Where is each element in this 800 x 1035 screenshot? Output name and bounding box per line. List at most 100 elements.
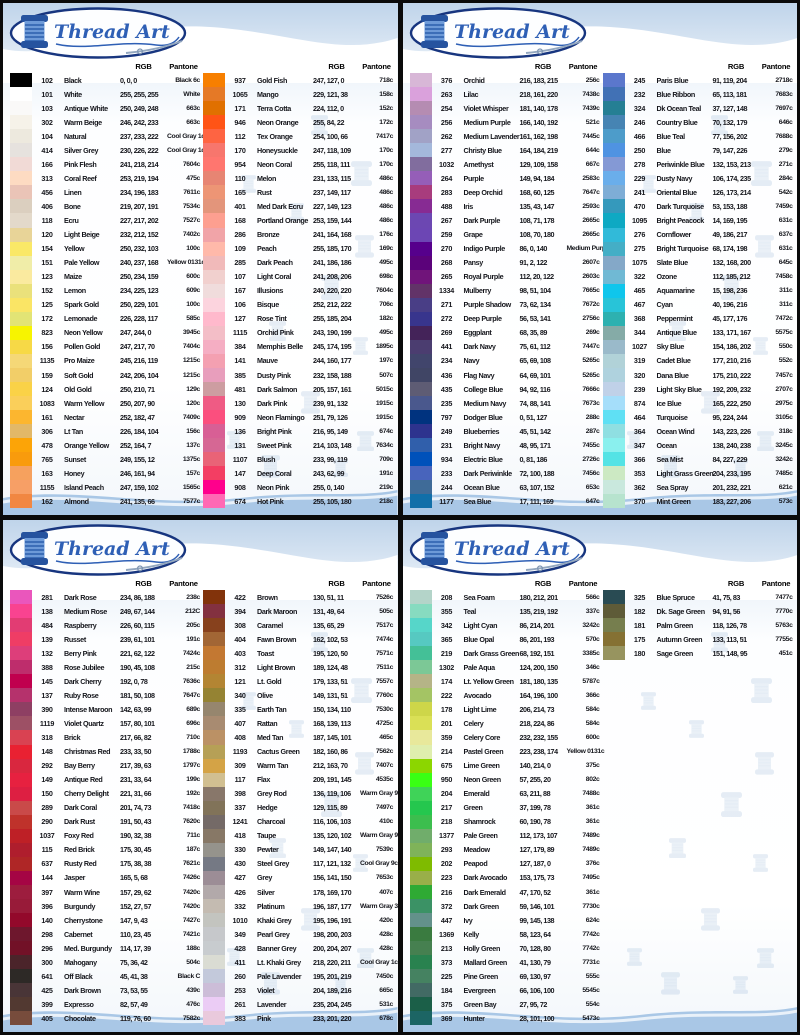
thread-color-name: Light Coral bbox=[257, 272, 292, 282]
thread-number: 1155 bbox=[39, 482, 55, 492]
thread-pantone-value: Black 6c bbox=[175, 76, 200, 84]
thread-pantone-value: 428c bbox=[379, 930, 393, 938]
color-swatch bbox=[10, 466, 32, 481]
thread-color-name: Mango bbox=[257, 89, 279, 99]
thread-color-name: Green bbox=[463, 803, 483, 813]
thread-pantone-value: 7417c bbox=[375, 132, 394, 140]
color-swatch bbox=[602, 466, 625, 481]
thread-number: 390 bbox=[41, 704, 53, 714]
color-swatch bbox=[409, 744, 432, 759]
thread-rgb-value: 212, 163, 70 bbox=[313, 761, 348, 771]
thread-rgb-value: 161, 162, 198 bbox=[519, 131, 559, 141]
thread-color-name: Lt. Gold bbox=[257, 676, 282, 686]
thread-number: 308 bbox=[234, 620, 246, 630]
thread-color-name: Neon Orange bbox=[257, 117, 299, 127]
thread-number: 239 bbox=[633, 384, 646, 394]
color-swatch bbox=[409, 997, 432, 1012]
thread-color-name: Off Black bbox=[64, 971, 93, 981]
color-swatch bbox=[203, 452, 225, 467]
thread-rgb-value: 226, 184, 104 bbox=[120, 426, 159, 436]
thread-color-name: Dodger Blue bbox=[463, 412, 503, 422]
thread-pantone-value: 3945c bbox=[182, 329, 201, 337]
color-swatch bbox=[203, 646, 225, 661]
thread-rgb-value: 95, 224, 244 bbox=[712, 412, 748, 422]
thread-color-row: 131 Sweet Pink 214, 103, 148 7634c bbox=[203, 438, 396, 453]
thread-pantone-value: 7760c bbox=[375, 691, 394, 699]
thread-color-name: Yellow bbox=[64, 244, 85, 254]
thread-rgb-value: 254, 100, 66 bbox=[313, 131, 348, 141]
thread-pantone-value: 188c bbox=[186, 944, 200, 952]
thread-color-row: 104 Natural 237, 233, 222 Cool Gray 1c bbox=[10, 129, 205, 144]
thread-color-row: 102 Black 0, 0, 0 Black 6c bbox=[10, 73, 203, 88]
thread-number: 385 bbox=[234, 370, 246, 380]
color-swatch bbox=[602, 87, 625, 102]
thread-color-row: 359 Celery Core 232, 232, 155 600c bbox=[409, 730, 603, 745]
thread-color-row: 313 Coral Reef 253, 219, 194 475c bbox=[10, 171, 203, 186]
thread-pantone-value: 566c bbox=[585, 593, 600, 601]
thread-rgb-value: 234, 196, 183 bbox=[120, 187, 159, 197]
thread-number: 1075 bbox=[632, 258, 647, 268]
thread-rgb-value: 250, 232, 103 bbox=[120, 244, 159, 254]
color-swatch bbox=[203, 786, 225, 801]
thread-pantone-value: 1215c bbox=[182, 371, 201, 379]
pantone-column-header: Pantone bbox=[362, 62, 391, 71]
thread-pantone-value: 7604c bbox=[375, 287, 394, 295]
color-swatch bbox=[409, 955, 432, 970]
thread-rgb-value: 240, 220, 220 bbox=[313, 286, 352, 296]
logo-brand-text: Thread Art bbox=[54, 538, 170, 560]
thread-color-row: 278 Periwinkle Blue 132, 153, 213 271c bbox=[602, 157, 796, 172]
thread-number: 103 bbox=[41, 103, 53, 113]
thread-color-name: Dk Ocean Teal bbox=[656, 103, 702, 113]
thread-color-row: 101 White 255, 255, 255 White bbox=[10, 87, 203, 102]
thread-number: 277 bbox=[440, 145, 453, 155]
color-swatch bbox=[602, 143, 625, 158]
thread-color-name: Antique White bbox=[64, 103, 108, 113]
thread-color-name: Pale Green bbox=[463, 831, 498, 841]
logo-slot: Thread Art bbox=[408, 6, 590, 60]
thread-number: 130 bbox=[234, 398, 246, 408]
thread-number: 1065 bbox=[232, 89, 248, 99]
thread-color-row: 259 Grape 108, 70, 180 2665c bbox=[409, 227, 603, 242]
thread-color-name: Pink bbox=[257, 1013, 271, 1023]
thread-color-row: 229 Dusty Navy 106, 174, 235 284c bbox=[602, 171, 796, 186]
thread-color-row: 276 Cornflower 49, 186, 217 637c bbox=[602, 227, 796, 242]
thread-pantone-value: 2665c bbox=[582, 231, 600, 239]
thread-number: 456 bbox=[41, 187, 53, 197]
thread-number: 109 bbox=[234, 244, 246, 254]
thread-rgb-value: 164, 196, 100 bbox=[519, 690, 559, 700]
color-swatch bbox=[10, 396, 32, 411]
thread-pantone-value: 696c bbox=[186, 719, 200, 727]
thread-pantone-value: 7424c bbox=[182, 649, 201, 657]
color-swatch bbox=[10, 480, 32, 495]
thread-color-row: 1027 Sky Blue 154, 186, 202 550c bbox=[602, 339, 796, 354]
color-swatch bbox=[409, 199, 432, 214]
thread-color-name: Christy Blue bbox=[463, 145, 502, 155]
color-swatch bbox=[10, 618, 32, 633]
thread-color-row: 1334 Mulberry 98, 51, 104 7665c bbox=[409, 283, 603, 298]
thread-rgb-value: 247, 118, 109 bbox=[313, 145, 351, 155]
thread-color-name: Grape bbox=[463, 230, 483, 240]
thread-rgb-value: 247, 159, 102 bbox=[120, 482, 159, 492]
thread-pantone-value: 170c bbox=[379, 160, 393, 168]
color-swatch bbox=[409, 618, 432, 633]
thread-color-row: 399 Expresso 82, 57, 49 476c bbox=[10, 997, 203, 1012]
thread-rgb-value: 166, 140, 192 bbox=[519, 117, 559, 127]
color-swatch bbox=[203, 1011, 225, 1026]
thread-color-row: 145 Dark Cherry 192, 0, 78 7636c bbox=[10, 674, 203, 689]
thread-pantone-value: Cool Gray 9c bbox=[360, 860, 398, 868]
thread-spool-icon bbox=[21, 532, 48, 565]
thread-color-name: Bay Berry bbox=[64, 761, 95, 771]
thread-rgb-value: 221, 62, 122 bbox=[120, 648, 155, 658]
thread-number: 641 bbox=[41, 971, 53, 981]
thread-color-name: Med Dark Ecru bbox=[257, 201, 303, 211]
thread-number: 372 bbox=[440, 901, 453, 911]
thread-number: 765 bbox=[41, 454, 53, 464]
thread-flourish-icon bbox=[55, 553, 180, 565]
thread-pantone-value: 495c bbox=[379, 259, 393, 267]
thread-color-name: Pale Lavender bbox=[257, 971, 302, 981]
thread-color-name: Pale Aqua bbox=[463, 662, 496, 672]
thread-pantone-value: 585c bbox=[186, 315, 200, 323]
thread-number: 447 bbox=[440, 915, 453, 925]
thread-color-row: 320 Dana Blue 175, 210, 222 7457c bbox=[602, 367, 796, 383]
thread-color-row: 950 Neon Green 57, 255, 20 802c bbox=[409, 772, 603, 787]
